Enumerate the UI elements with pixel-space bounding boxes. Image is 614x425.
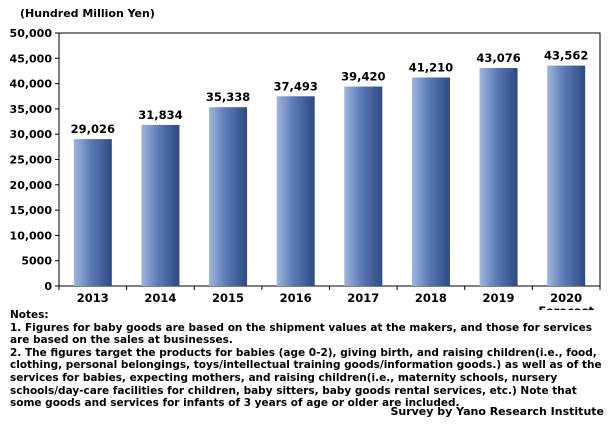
data-label: 29,026 <box>71 122 115 136</box>
bar-2016 <box>276 96 315 286</box>
plot-area <box>58 32 601 287</box>
bar-chart: 0 5000 10,000 15,000 20,000 25,000 30,000 35,00… <box>10 27 601 310</box>
x-tick-label: 2019 <box>483 291 515 305</box>
y-tick-label: 30,000 <box>10 128 53 141</box>
data-label: 43,562 <box>544 49 588 63</box>
y-tick-label: 25,000 <box>10 154 53 167</box>
x-tick-sublabel: Forecast <box>538 304 594 310</box>
bar-2015 <box>209 107 248 286</box>
bar-series <box>73 65 586 287</box>
bar-2019 <box>479 68 518 287</box>
source-credit: Survey by Yano Research Institute <box>390 405 604 418</box>
x-tick-label: 2020 <box>550 291 582 305</box>
x-tick-label: 2018 <box>415 291 447 305</box>
x-tick-label: 2014 <box>144 291 176 305</box>
x-tick-label: 2017 <box>347 291 379 305</box>
y-axis: 0 5000 10,000 15,000 20,000 25,000 30,000 35,00… <box>10 27 59 293</box>
data-label: 31,834 <box>138 108 182 122</box>
y-tick-label: 10,000 <box>10 229 53 242</box>
bar-2013 <box>73 139 112 286</box>
x-tick-label: 2013 <box>77 291 109 305</box>
y-tick-label: 0 <box>44 280 52 293</box>
data-label: 43,076 <box>476 51 520 65</box>
data-label: 35,338 <box>206 90 250 104</box>
bar-2014 <box>141 124 180 287</box>
x-axis: 2013 2014 2015 2016 2017 2018 2019 2020Forecast <box>58 286 601 310</box>
note-item-1: 1. Figures for baby goods are based on t… <box>10 321 593 347</box>
y-tick-label: 50,000 <box>10 27 53 40</box>
y-tick-label: 15,000 <box>10 204 53 217</box>
y-tick-label: 40,000 <box>10 78 53 91</box>
bar-2020 <box>547 65 586 286</box>
bar-2018 <box>411 77 450 286</box>
bar-2017 <box>344 86 383 287</box>
y-tick-label: 20,000 <box>10 179 53 192</box>
notes: Notes: 1. Figures for baby goods are bas… <box>10 309 610 410</box>
y-tick-label: 5000 <box>21 255 52 268</box>
data-labels: 29,026 31,834 35,338 37,493 39,420 41,210 43,0… <box>71 49 589 137</box>
data-label: 41,210 <box>409 60 453 74</box>
y-axis-unit-label: (Hundred Million Yen) <box>20 7 155 20</box>
y-tick-label: 45,000 <box>10 52 53 65</box>
data-label: 39,420 <box>341 70 385 84</box>
x-tick-label: 2016 <box>280 291 312 305</box>
y-tick-label: 35,000 <box>10 103 53 116</box>
data-label: 37,493 <box>273 79 317 93</box>
note-item-2: 2. The figures target the products for b… <box>10 346 602 410</box>
x-tick-label: 2015 <box>212 291 244 305</box>
notes-heading: Notes: <box>10 309 49 321</box>
